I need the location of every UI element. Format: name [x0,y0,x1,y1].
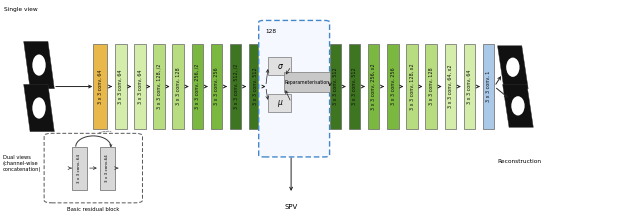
FancyBboxPatch shape [464,44,475,129]
Text: 3 x 3 conv, 1: 3 x 3 conv, 1 [486,71,491,102]
FancyBboxPatch shape [259,21,330,157]
FancyBboxPatch shape [72,147,87,190]
FancyBboxPatch shape [284,72,330,92]
Text: 3 x 3 conv, 128, x2: 3 x 3 conv, 128, x2 [410,63,415,110]
FancyBboxPatch shape [445,44,456,129]
Text: 3 x 3 conv, 512, /2: 3 x 3 conv, 512, /2 [233,64,238,109]
FancyBboxPatch shape [330,44,341,129]
FancyBboxPatch shape [349,44,360,129]
Text: Dual views
(channel-wise
concatenation): Dual views (channel-wise concatenation) [3,155,41,173]
Text: 3 x 3 conv, 128: 3 x 3 conv, 128 [429,68,434,105]
FancyBboxPatch shape [191,44,203,129]
Ellipse shape [506,58,520,77]
FancyBboxPatch shape [230,44,241,129]
Text: SPV: SPV [284,204,298,210]
Polygon shape [497,46,528,89]
FancyBboxPatch shape [406,44,418,129]
Text: 3 x 3 conv, 128: 3 x 3 conv, 128 [176,68,180,105]
FancyBboxPatch shape [268,94,291,112]
FancyBboxPatch shape [154,44,165,129]
Text: 3 x 3 conv, 64: 3 x 3 conv, 64 [467,69,472,104]
FancyBboxPatch shape [426,44,437,129]
Polygon shape [24,84,54,132]
Text: 3 x 3 conv, 64: 3 x 3 conv, 64 [77,154,81,183]
Text: 3 x 3 conv, 512: 3 x 3 conv, 512 [252,68,257,105]
Text: 3 x 3 conv, 128, /2: 3 x 3 conv, 128, /2 [157,64,161,109]
FancyBboxPatch shape [93,44,108,129]
Text: Single view: Single view [4,7,38,12]
Text: Reparameterisation: Reparameterisation [285,80,330,85]
Text: 3 x 3 conv, 512: 3 x 3 conv, 512 [352,68,357,105]
Text: 3 x 3 conv, 256, /2: 3 x 3 conv, 256, /2 [195,64,200,109]
Text: 3 x 3 conv, 256: 3 x 3 conv, 256 [390,68,396,105]
FancyBboxPatch shape [483,44,494,129]
Text: σ: σ [277,62,282,71]
Text: 3 x 3 conv, 64, x2: 3 x 3 conv, 64, x2 [448,65,452,108]
Ellipse shape [511,96,525,116]
Text: 3 x 3 conv, 64: 3 x 3 conv, 64 [138,69,143,104]
Ellipse shape [33,97,45,119]
FancyBboxPatch shape [44,133,143,203]
Ellipse shape [33,54,45,76]
Text: 3 x 3 conv, 256, x2: 3 x 3 conv, 256, x2 [371,63,376,110]
Text: 128: 128 [266,29,277,34]
FancyBboxPatch shape [115,44,127,129]
FancyBboxPatch shape [249,44,260,129]
FancyBboxPatch shape [211,44,222,129]
Text: Reconstruction: Reconstruction [497,159,541,164]
Text: 3 x 3 conv, 512: 3 x 3 conv, 512 [333,68,338,105]
FancyBboxPatch shape [100,147,115,190]
Text: Basic residual block: Basic residual block [67,207,120,213]
FancyBboxPatch shape [268,57,291,75]
FancyBboxPatch shape [173,44,184,129]
Text: 3 x 3 conv, 64: 3 x 3 conv, 64 [118,69,124,104]
Text: 3 x 3 conv, 64: 3 x 3 conv, 64 [98,69,103,104]
FancyBboxPatch shape [387,44,399,129]
Text: 3 x 3 conv, 256: 3 x 3 conv, 256 [214,68,219,105]
Text: 3 x 3 conv,64: 3 x 3 conv,64 [106,154,109,182]
Polygon shape [24,41,54,89]
FancyBboxPatch shape [368,44,380,129]
Text: μ: μ [277,98,282,107]
Polygon shape [502,84,533,127]
FancyBboxPatch shape [134,44,146,129]
